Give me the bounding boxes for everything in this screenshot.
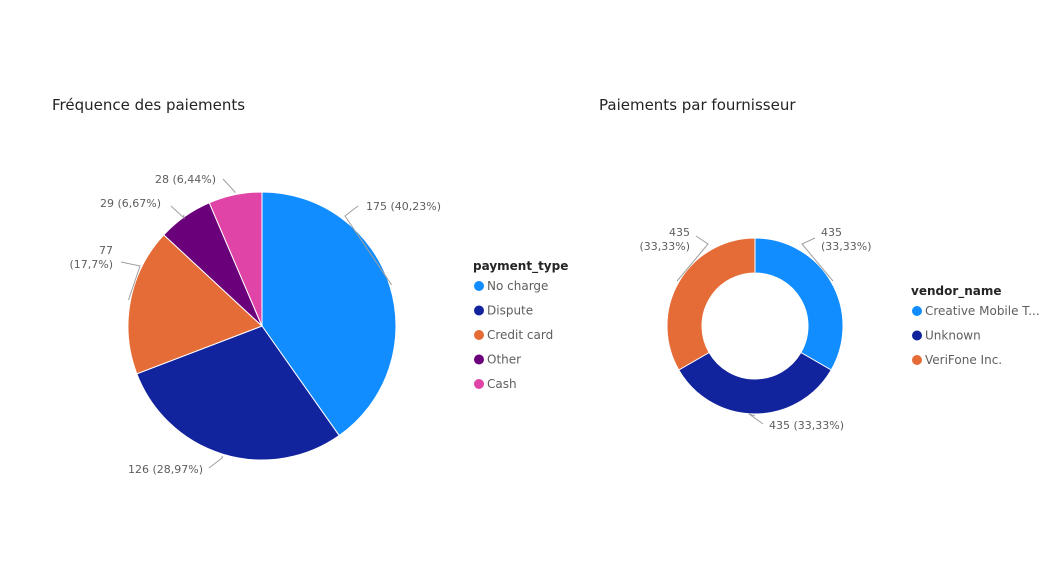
pie-slice-no-charge[interactable]	[261, 191, 397, 437]
pie-leader-line	[344, 205, 393, 286]
pie-legend-item-no-charge[interactable]: No charge	[487, 279, 548, 293]
donut-legend-marker[interactable]	[912, 330, 922, 341]
pie-leader-line	[208, 456, 223, 469]
donut-leader-line	[801, 237, 834, 282]
donut-slice-unknown[interactable]	[678, 351, 832, 415]
pie-legend-title: payment_type	[473, 259, 568, 274]
donut-legend-item-unknown[interactable]: Unknown	[925, 329, 981, 343]
pie-legend-marker[interactable]	[474, 354, 484, 365]
pie-data-label: 126 (28,97%)	[128, 463, 203, 476]
pie-legend-marker[interactable]	[474, 330, 484, 340]
donut-data-label: 435 (33,33%)	[769, 419, 844, 432]
donut-legend-marker[interactable]	[912, 355, 922, 365]
pie-legend-item-credit-card[interactable]: Credit card	[487, 328, 553, 342]
pie-data-label: 28 (6,44%)	[155, 173, 216, 186]
pie-chart-title: Fréquence des paiements	[52, 96, 246, 114]
pie-slice-dispute[interactable]	[136, 325, 340, 461]
donut-slice-verifone-inc[interactable]	[666, 237, 756, 371]
donut-data-label: 435 (33,33%)	[639, 226, 690, 253]
donut-legend-item-verifone-inc[interactable]: VeriFone Inc.	[925, 353, 1002, 367]
pie-legend-item-dispute[interactable]: Dispute	[487, 304, 533, 318]
donut-legend-item-creative-mobile-t[interactable]: Creative Mobile T...	[925, 304, 1040, 318]
pie-legend-item-cash[interactable]: Cash	[487, 377, 517, 391]
donut-legend-marker[interactable]	[912, 306, 922, 316]
pie-leader-line	[120, 261, 141, 301]
pie-slice-cash[interactable]	[208, 191, 263, 327]
pie-data-label: 29 (6,67%)	[100, 197, 161, 210]
donut-chart-title: Paiements par fournisseur	[599, 96, 796, 114]
pie-slice-credit-card[interactable]	[127, 234, 263, 375]
pie-legend-marker[interactable]	[474, 305, 484, 316]
pie-data-label: 175 (40,23%)	[366, 200, 441, 213]
pie-leader-line	[222, 178, 236, 193]
donut-legend-title: vendor_name	[911, 284, 1002, 299]
pie-legend-marker[interactable]	[474, 379, 484, 389]
pie-legend-item-other[interactable]: Other	[487, 353, 521, 367]
pie-leader-line	[170, 205, 185, 220]
pie-legend-marker[interactable]	[474, 281, 484, 291]
donut-data-label: 435 (33,33%)	[821, 226, 872, 253]
donut-leader-line	[676, 235, 709, 282]
donut-leader-line	[748, 413, 764, 425]
pie-data-label: 77 (17,7%)	[69, 244, 113, 271]
donut-slice-creative-mobile-t[interactable]	[754, 237, 844, 371]
